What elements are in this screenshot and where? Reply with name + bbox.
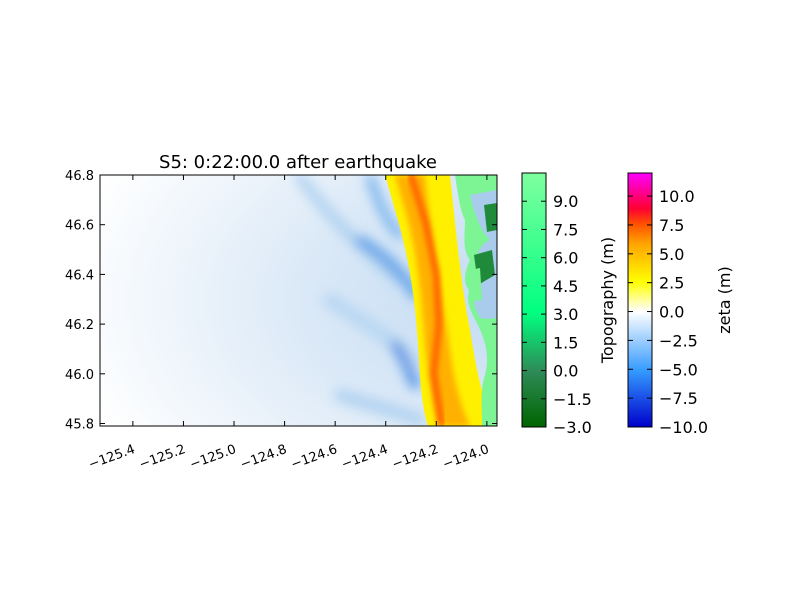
y-axis: 45.8 46.0 46.2 46.4 46.6 46.8 [65,169,497,433]
topography-colorbar-fill [521,172,547,428]
x-tick-label: −124.8 [239,442,289,473]
colorbar-tick-label: 0.0 [659,303,684,322]
wave-crest-line [408,175,445,426]
plot-area [100,175,497,426]
colorbar-tick-label: 10.0 [659,187,695,206]
colorbar-tick-label: 5.0 [659,245,684,264]
colorbar-tick-label: −2.5 [659,331,698,350]
zeta-colorbar: −10.0 −7.5 −5.0 −2.5 0.0 2.5 5.0 7.5 10.0 zeta (… [627,172,734,437]
colorbar-tick-label: 9.0 [553,192,578,211]
y-tick-label: 45.8 [65,418,94,433]
chart-title: S5: 0:22:00.0 after earthquake [159,152,437,173]
x-tick-label: −124.2 [390,442,440,473]
x-tick-label: −125.0 [188,442,238,473]
zeta-colorbar-label: zeta (m) [715,266,734,333]
colorbar-tick-label: 4.5 [553,277,578,296]
zeta-colorbar-ticks: −10.0 −7.5 −5.0 −2.5 0.0 2.5 5.0 7.5 10.0 [628,187,708,437]
island-strip [468,268,497,334]
colorbar-tick-label: 6.0 [553,249,578,268]
colorbar-tick-label: 7.5 [659,216,684,235]
colorbar-tick-label: −5.0 [659,360,698,379]
colorbar-tick-label: 1.5 [553,333,578,352]
trough-bands [295,175,426,426]
colorbar-tick-label: −3.0 [553,418,592,437]
land-dark-patches [474,203,497,285]
colorbar-tick-label: 2.5 [659,274,684,293]
x-tick-label: −124.4 [340,442,390,473]
x-tick-label: −124.6 [289,442,339,473]
topography-colorbar: −3.0 −1.5 0.0 1.5 3.0 4.5 6.0 7.5 9.0 Topography… [521,172,617,437]
zeta-colorbar-fill [627,172,653,428]
x-tick-label: −125.4 [87,442,137,473]
colorbar-tick-label: 0.0 [553,362,578,381]
y-tick-label: 46.8 [65,169,94,184]
plot-frame [99,174,498,427]
y-tick-label: 46.4 [65,268,94,283]
wave-band-orange [395,175,470,426]
colorbar-tick-label: −10.0 [659,418,708,437]
colorbar-tick-label: 7.5 [553,220,578,239]
colorbar-tick-label: −1.5 [553,390,592,409]
colorbar-tick-label: 3.0 [553,305,578,324]
x-tick-label: −125.2 [137,442,187,473]
y-tick-label: 46.0 [65,368,94,383]
topography-colorbar-ticks: −3.0 −1.5 0.0 1.5 3.0 4.5 6.0 7.5 9.0 [522,192,592,437]
y-tick-label: 46.6 [65,219,94,234]
colorbar-tick-label: −7.5 [659,389,698,408]
y-tick-label: 46.2 [65,318,94,333]
x-tick-label: −124.0 [441,442,491,473]
topography-colorbar-label: Topography (m) [598,237,617,364]
